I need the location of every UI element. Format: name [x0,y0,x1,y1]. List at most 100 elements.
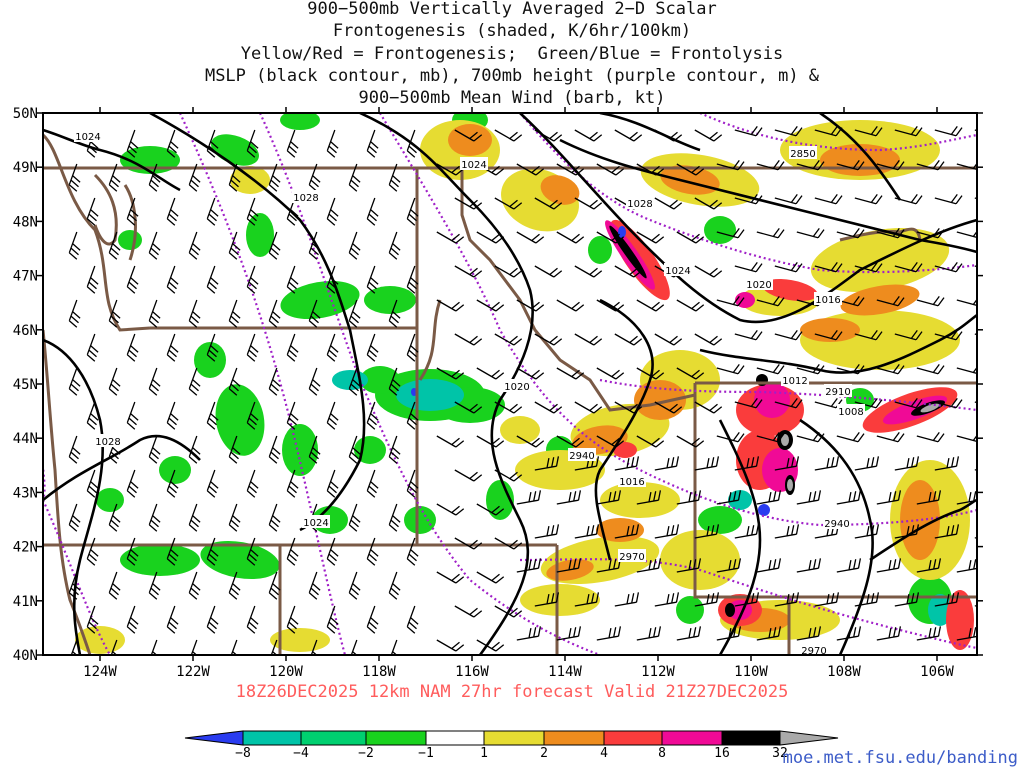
lat-label: 42N [13,540,38,556]
wind-barb [734,398,763,409]
wind-barb [774,262,803,273]
wind-barb [654,197,683,210]
wind-barb [734,592,760,607]
wind-barb [534,265,563,278]
wind-barb [756,228,785,239]
wind-barb [206,469,219,498]
state-border [43,329,92,655]
title-line-4: MSLP (black contour, mb), 700mb height (… [204,66,820,86]
wind-barb [756,432,785,443]
coastline-detail [93,173,137,261]
wind-barb [366,265,379,294]
wind-barb [636,163,665,176]
wind-barb [454,605,483,618]
wind-barb [326,197,339,226]
state-border [460,168,696,412]
wind-barb [814,262,843,273]
height-label: 2940 [824,519,849,530]
wind-barb [934,194,963,205]
shading-patch [500,416,540,444]
wind-barb [796,364,825,375]
shading-patch [200,540,280,580]
wind-barb [716,490,742,505]
wind-barb [556,558,582,573]
mslp-label: 1028 [95,437,120,448]
mslp-label: 1016 [619,477,644,488]
contour-label-bg [824,384,852,397]
mslp-label: 1016 [815,295,840,306]
mslp-label: 1024 [303,518,328,529]
wind-barb [188,503,201,532]
colorbar-label: −8 [235,746,251,761]
wind-barb [230,639,238,655]
wind-barb [734,330,763,341]
wind-barb [734,194,763,205]
wind-barb [556,299,585,312]
wind-barb [388,231,401,260]
wind-barb [734,262,763,273]
contour-label-bg [94,434,122,447]
wind-barb [228,231,241,260]
wind-barb [716,296,745,307]
wind-barb [326,265,339,294]
lake-outline [839,227,922,242]
wind-barb [228,435,241,464]
wind-barb [516,490,542,505]
wind-barb [534,333,563,346]
shading-patch [215,384,265,456]
wind-barb [614,401,643,414]
wind-barb [916,432,945,443]
wind-barb [166,401,179,430]
shading-patch [280,113,320,130]
wind-barb [166,197,179,226]
wind-barb [654,401,683,414]
wind-barb [534,524,560,539]
title-line-2: Frontogenesis (shaded, K/6hr/100km) [332,21,692,41]
mslp-contour [819,113,902,201]
mslp-contour [718,419,762,655]
wind-barb [166,333,179,362]
wind-barb [934,398,963,409]
wind-barb [894,194,923,205]
height-contour [259,113,601,655]
wind-barb [676,163,705,176]
shading-patch [120,544,200,576]
shading-patch [762,279,818,301]
contour-label-bg [292,190,320,203]
wind-barb [326,605,339,634]
wind-barb [308,231,321,260]
mslp-label: 1024 [75,132,100,143]
shading-patch [540,175,580,205]
shading-patch [728,490,752,510]
wind-barb [876,296,905,307]
wind-barb [934,126,963,137]
wind-barb [86,469,99,498]
contour-label-bg [302,515,330,528]
wind-barb [636,299,665,312]
wind-barb [388,163,401,192]
wind-barb [308,435,321,464]
wind-barb [494,333,523,346]
wind-barb [614,129,643,142]
wind-barb [796,160,825,171]
mslp-contour [43,434,201,502]
wind-barb [348,571,361,600]
wind-barb [596,231,625,244]
mslp-contour [359,113,534,655]
contour-label-bg [618,474,646,487]
shading-patch [230,166,270,194]
wind-barb [286,197,299,226]
wind-barb [574,265,603,278]
colorbar-segment [365,730,427,746]
lon-label: 118W [362,664,396,680]
wind-barb [246,129,259,158]
height-label: 2970 [619,552,644,563]
wind-barb [108,299,121,328]
wind-barb [188,367,201,396]
wind-barb [494,129,523,142]
wind-barb [308,299,321,328]
credit-link[interactable]: moe.met.fsu.edu/banding [782,748,1018,768]
wind-barb [406,469,419,498]
wind-barb [894,262,923,273]
